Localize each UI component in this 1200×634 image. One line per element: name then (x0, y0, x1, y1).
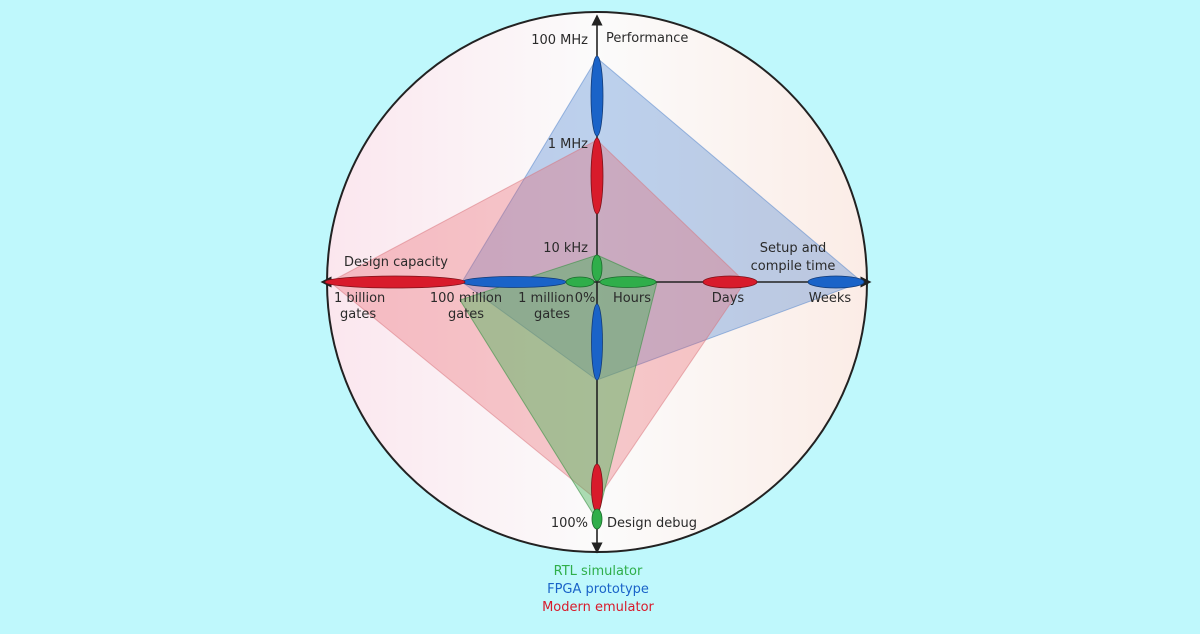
capacity-tick-100m-line1: 100 million (430, 291, 502, 306)
setup-axis-title-line2: compile time (751, 259, 836, 274)
emulator-capacity-marker (324, 275, 466, 289)
fpga-debug-marker (591, 303, 603, 381)
debug-axis-title: Design debug (607, 516, 697, 531)
capacity-tick-1b-line1: 1 billion (334, 291, 385, 306)
capacity-tick-1m-line1: 1 million (518, 291, 574, 306)
legend-modern-emulator: Modern emulator (542, 600, 654, 615)
performance-axis-title: Performance (606, 31, 688, 46)
legend-fpga-prototype: FPGA prototype (547, 582, 649, 597)
rtl-setup-marker (599, 276, 657, 288)
debug-tick-100pct: 100% (551, 516, 588, 531)
rtl-debug-marker (591, 508, 603, 530)
emulator-setup-marker (702, 275, 758, 289)
setup-axis-title-line1: Setup and (760, 241, 826, 256)
rtl-capacity-marker (565, 276, 595, 288)
capacity-axis-title: Design capacity (344, 255, 448, 270)
performance-tick-10khz: 10 kHz (543, 241, 588, 256)
setup-tick-weeks: Weeks (809, 291, 852, 306)
rtl-performance-marker (591, 254, 603, 282)
capacity-tick-100m-line2: gates (448, 307, 484, 322)
performance-tick-1mhz: 1 MHz (548, 137, 588, 152)
legend-rtl-simulator: RTL simulator (554, 564, 643, 579)
setup-tick-days: Days (712, 291, 745, 306)
capacity-tick-1b-line2: gates (340, 307, 376, 322)
fpga-setup-marker (807, 275, 865, 289)
emulator-performance-marker (590, 137, 604, 215)
emulator-debug-marker (591, 463, 603, 513)
setup-tick-hours: Hours (613, 291, 651, 306)
performance-tick-100mhz: 100 MHz (531, 33, 588, 48)
capacity-origin-label: 0% (575, 291, 596, 306)
fpga-performance-marker (590, 55, 604, 137)
capacity-tick-1m-line2: gates (534, 307, 570, 322)
fpga-capacity-marker (461, 276, 567, 288)
